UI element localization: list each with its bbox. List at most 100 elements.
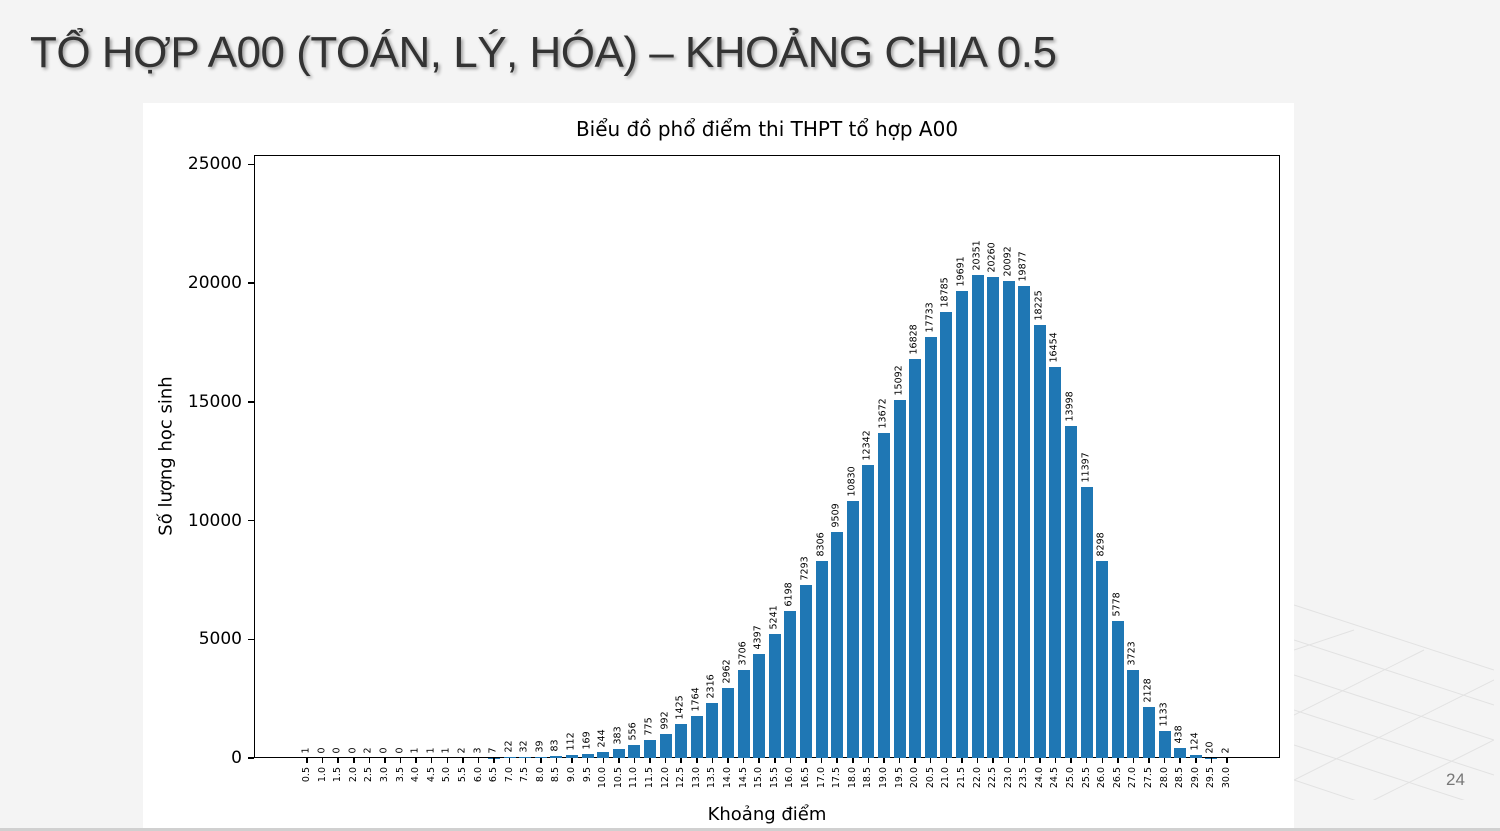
x-tick-label: 11.0 — [628, 767, 640, 789]
bar-value-label: 6198 — [783, 582, 795, 607]
bar — [971, 274, 984, 758]
bar-value-label: 5778 — [1111, 592, 1123, 617]
bar-value-label: 9509 — [830, 503, 842, 528]
bar — [612, 748, 625, 758]
bar — [1111, 620, 1124, 758]
bar-value-label: 1 — [440, 747, 452, 754]
x-tick-label: 6.5 — [488, 767, 500, 783]
x-tick-label: 1.0 — [316, 767, 328, 783]
x-tick-label: 9.0 — [566, 767, 578, 783]
x-tick-mark — [1179, 758, 1181, 763]
x-tick-label: 27.5 — [1143, 767, 1155, 789]
y-tick-label: 10000 — [187, 510, 242, 531]
x-tick-label: 21.5 — [955, 767, 967, 789]
bar-value-label: 20 — [1204, 740, 1216, 754]
x-tick-mark — [602, 758, 605, 763]
x-tick-mark — [430, 758, 433, 763]
x-tick-label: 13.5 — [706, 767, 718, 789]
x-tick-mark — [805, 758, 807, 763]
bar-value-label: 5241 — [768, 604, 780, 630]
bar — [753, 653, 766, 758]
bar-value-label: 20351 — [971, 240, 982, 271]
x-tick-label: 9.5 — [581, 767, 593, 783]
x-tick-label: 28.5 — [1174, 767, 1186, 789]
x-tick-mark — [508, 758, 511, 763]
x-tick-label: 24.0 — [1033, 767, 1045, 789]
x-tick-mark — [493, 758, 495, 763]
bar-value-label: 12342 — [861, 430, 873, 461]
bar — [1018, 286, 1031, 758]
bar — [987, 277, 1000, 758]
x-tick-label: 22.5 — [987, 767, 999, 789]
x-tick-mark — [477, 758, 480, 763]
x-tick-label: 13.0 — [690, 767, 702, 789]
bar-value-label: 0 — [394, 747, 406, 754]
x-tick-mark — [415, 758, 417, 763]
y-tick-mark — [248, 638, 254, 641]
x-tick-mark — [774, 758, 776, 763]
bar — [690, 716, 703, 758]
x-tick-label: 19.5 — [893, 767, 905, 789]
bar-value-label: 169 — [581, 731, 593, 750]
page-number: 24 — [1446, 770, 1465, 789]
bar — [1174, 747, 1187, 758]
y-tick-mark — [248, 757, 254, 759]
bar-value-label: 16454 — [1048, 332, 1060, 363]
x-tick-mark — [664, 758, 667, 763]
x-tick-mark — [1039, 758, 1041, 763]
x-tick-label: 3.5 — [394, 767, 406, 783]
bar-value-label: 2962 — [721, 658, 733, 684]
x-tick-mark — [929, 758, 932, 763]
x-tick-label: 15.0 — [753, 767, 765, 789]
x-tick-mark — [555, 758, 558, 763]
bar-value-label: 124 — [1189, 732, 1201, 751]
x-tick-mark — [1148, 758, 1150, 763]
x-tick-label: 5.0 — [441, 767, 453, 783]
x-tick-mark — [368, 758, 371, 763]
bar-value-label: 0 — [347, 747, 359, 754]
bar-value-label: 1425 — [674, 695, 686, 720]
x-tick-label: 27.0 — [1127, 767, 1139, 789]
y-tick-mark — [248, 163, 254, 166]
bar-value-label: 0 — [378, 747, 390, 754]
bar — [628, 744, 641, 758]
x-tick-mark — [898, 758, 901, 763]
x-tick-mark — [306, 758, 308, 763]
bar — [706, 703, 719, 758]
chart-axes-frame — [254, 155, 1280, 758]
bar-value-label: 7293 — [799, 556, 811, 581]
x-tick-label: 16.0 — [784, 767, 796, 789]
x-tick-label: 0.5 — [301, 767, 312, 783]
bar-value-label: 1 — [409, 747, 421, 754]
x-tick-mark — [836, 758, 838, 763]
x-tick-label: 16.5 — [799, 767, 811, 789]
bar — [1002, 281, 1015, 758]
x-tick-label: 5.5 — [456, 767, 468, 783]
y-tick-label: 5000 — [198, 629, 242, 650]
x-tick-mark — [820, 758, 823, 763]
x-tick-label: 20.5 — [924, 767, 936, 789]
x-tick-label: 25.5 — [1080, 767, 1092, 789]
bar — [737, 670, 750, 758]
bar-value-label: 992 — [659, 711, 671, 730]
bar — [940, 312, 953, 758]
bar-value-label: 556 — [627, 722, 639, 741]
bar — [581, 753, 594, 758]
bar-value-label: 0 — [331, 747, 343, 754]
x-tick-label: 19.0 — [877, 767, 889, 789]
x-tick-mark — [1226, 758, 1228, 763]
x-tick-mark — [540, 758, 542, 763]
x-tick-mark — [649, 758, 651, 763]
x-tick-label: 29.0 — [1189, 767, 1201, 789]
bar — [1033, 325, 1046, 758]
bar-value-label: 20092 — [1002, 246, 1014, 277]
x-tick-mark — [852, 758, 854, 763]
x-tick-label: 8.0 — [534, 767, 546, 783]
bar-value-label: 11397 — [1080, 452, 1092, 483]
x-tick-mark — [883, 758, 885, 763]
x-tick-label: 4.5 — [425, 767, 437, 783]
x-tick-mark — [1085, 758, 1088, 763]
x-tick-mark — [1054, 758, 1057, 763]
x-tick-mark — [914, 758, 916, 763]
x-tick-mark — [1210, 758, 1213, 763]
